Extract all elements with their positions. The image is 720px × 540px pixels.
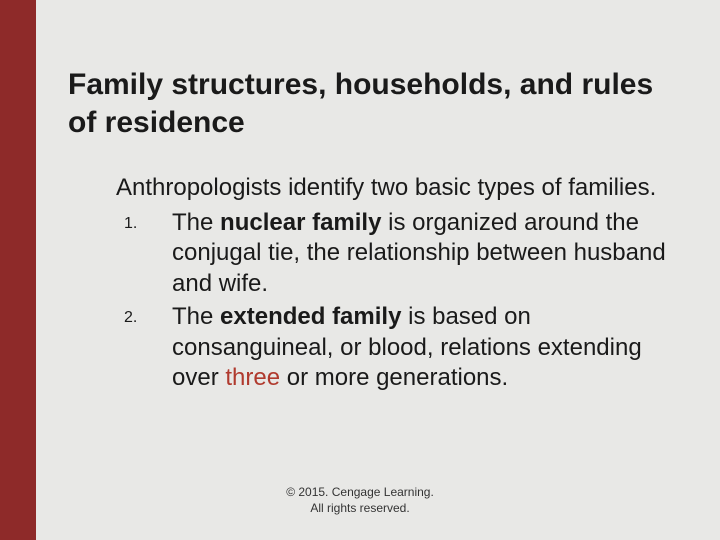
text-bold: extended family (220, 303, 401, 330)
list-number: 2. (116, 302, 172, 394)
text-bold: nuclear family (220, 209, 381, 236)
list-item: 1. The nuclear family is organized aroun… (116, 208, 680, 300)
intro-text: Anthropologists identify two basic types… (116, 173, 680, 204)
list-number: 1. (116, 208, 172, 300)
slide-body: Anthropologists identify two basic types… (116, 173, 680, 394)
left-sidebar (0, 0, 36, 540)
list-item: 2. The extended family is based on consa… (116, 302, 680, 394)
text-highlight: three (225, 364, 280, 391)
slide-content: Family structures, households, and rules… (68, 66, 680, 396)
footer-line-1: © 2015. Cengage Learning. (0, 484, 720, 500)
text-pre: The (172, 209, 220, 236)
list-text: The nuclear family is organized around t… (172, 208, 680, 300)
slide-title: Family structures, households, and rules… (68, 66, 680, 141)
copyright-footer: © 2015. Cengage Learning. All rights res… (0, 484, 720, 516)
text-pre: The (172, 303, 220, 330)
text-post-b: or more generations. (280, 364, 508, 391)
list-text: The extended family is based on consangu… (172, 302, 680, 394)
footer-line-2: All rights reserved. (0, 500, 720, 516)
